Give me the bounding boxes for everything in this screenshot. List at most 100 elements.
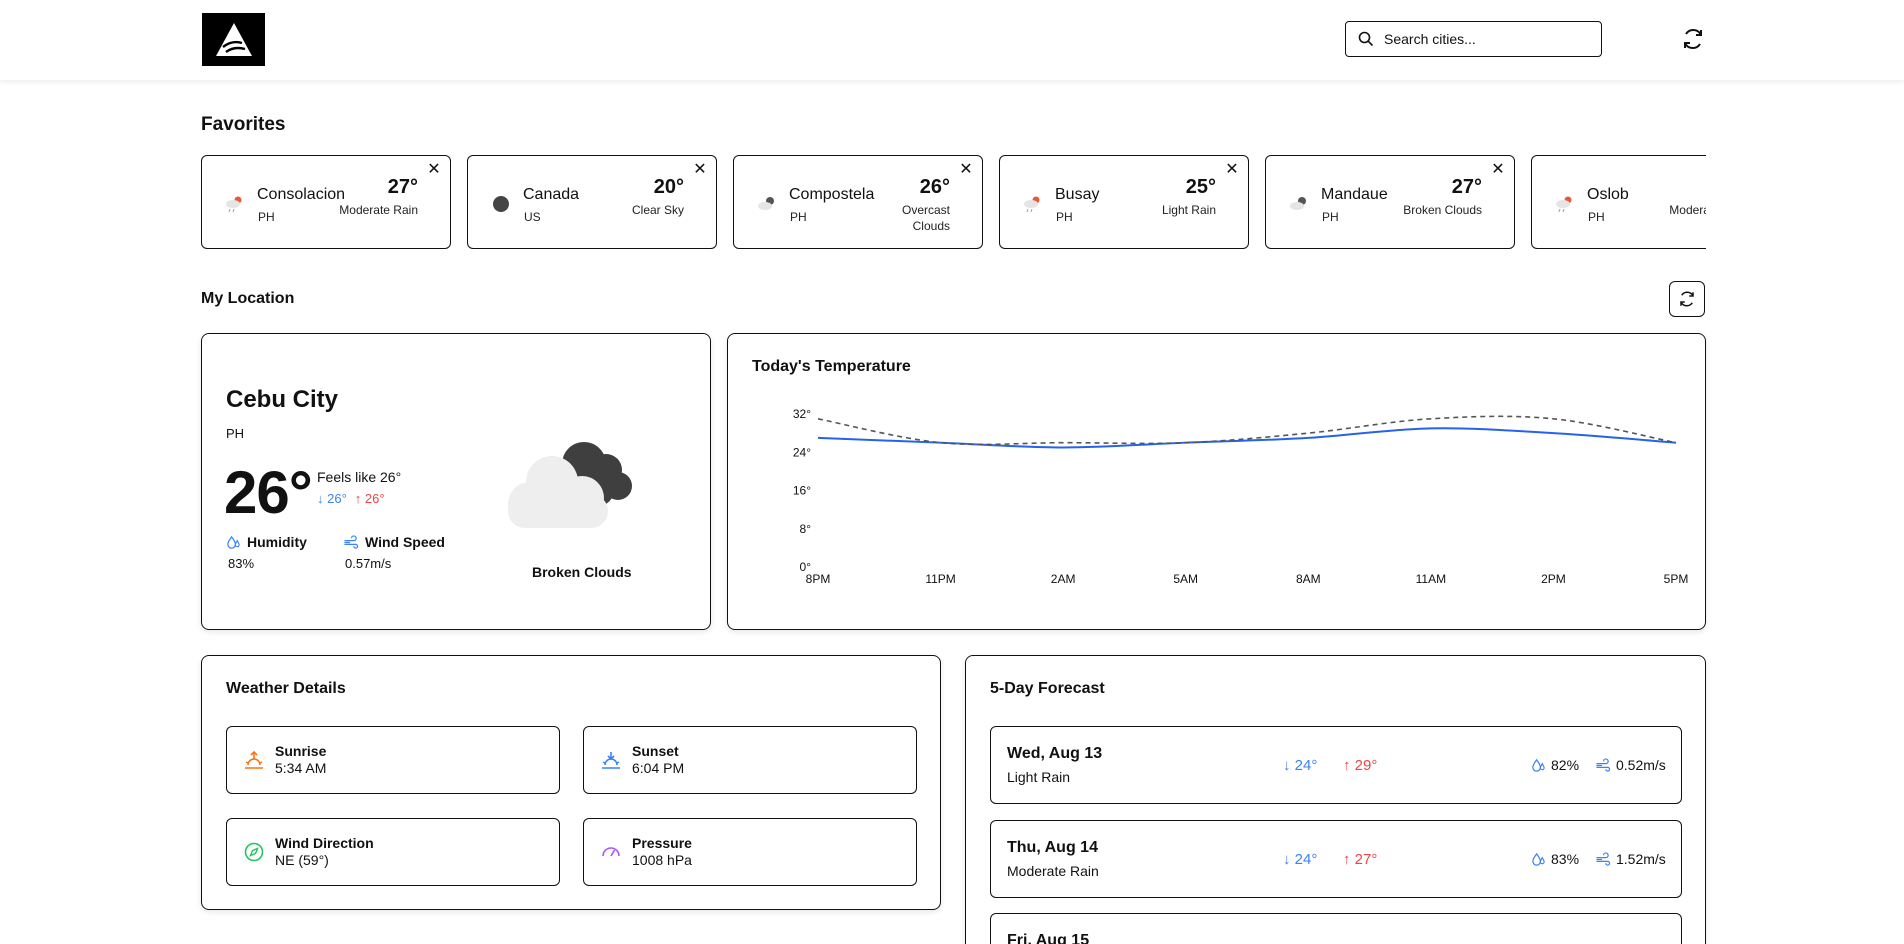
favorite-card-busay[interactable]: Busay PH 25° Light Rain ✕ [999, 155, 1249, 249]
favorite-desc: Overcast Clouds [901, 203, 950, 233]
favorite-temp: 27° [1451, 176, 1482, 198]
weather-details-title: Weather Details [226, 680, 346, 697]
x-tick-label: 8AM [1296, 572, 1321, 586]
favorite-country: PH [1322, 210, 1339, 224]
pressure-value: 1008 hPa [632, 852, 692, 868]
current-temperature: 26° [224, 459, 313, 526]
sunset-icon [602, 752, 620, 769]
wind-direction-value: NE (59°) [275, 852, 329, 868]
favorite-desc: Moderate Rain [339, 203, 418, 217]
temperature-chart-card: Today's Temperature 0° 8° 16° 24° 32° 8PM 11PM… [727, 333, 1706, 630]
sunrise-value: 5:34 AM [275, 760, 327, 776]
forecast-low: ↓ 24° [1283, 851, 1318, 868]
favorite-desc: Light Rain [1161, 203, 1216, 217]
top-bar [0, 0, 1904, 80]
clouds-icon [1290, 197, 1306, 210]
forecast-title: 5-Day Forecast [990, 680, 1105, 697]
favorite-country: PH [258, 210, 275, 224]
favorite-city: Compostela [789, 186, 875, 203]
refresh-icon [1680, 291, 1694, 307]
favorite-temp: 27° [387, 176, 418, 198]
location-refresh-button[interactable] [1669, 281, 1705, 317]
favorite-card-canada[interactable]: Canada US 20° Clear Sky ✕ [467, 155, 717, 249]
series-line-dashed [817, 415, 1677, 446]
wind-icon [1596, 851, 1611, 866]
forecast-date: Thu, Aug 14 [1007, 839, 1098, 856]
forecast-humidity: 83% [1531, 851, 1579, 867]
favorite-country: US [524, 210, 541, 224]
forecast-humidity-value: 82% [1551, 757, 1580, 773]
forecast-humidity-value: 83% [1551, 851, 1580, 867]
forecast-high: ↑ 29° [1343, 757, 1378, 774]
favorite-temp: 25° [1185, 176, 1216, 198]
rain-cloud-icon [1024, 196, 1040, 213]
min-temperature: ↓ 26° [317, 491, 347, 506]
city-name: Cebu City [226, 386, 339, 413]
x-tick-label: 2AM [1051, 572, 1076, 586]
wind-icon [344, 534, 359, 549]
humidity-icon [1532, 758, 1545, 772]
weather-details-card: Weather Details Sunrise 5:34 AM Sunset 6… [201, 655, 941, 910]
sunrise-detail: Sunrise 5:34 AM [226, 726, 560, 794]
clouds-icon [758, 197, 774, 210]
sunset-detail: Sunset 6:04 PM [583, 726, 917, 794]
humidity-stat: Humidity 83% [226, 534, 307, 571]
search-box[interactable] [1345, 21, 1602, 57]
forecast-desc: Light Rain [1007, 769, 1071, 785]
y-tick-label: 0° [800, 560, 812, 574]
series-line-solid [817, 427, 1677, 449]
y-tick-label: 32° [793, 407, 811, 421]
rain-cloud-icon [226, 196, 242, 213]
humidity-icon [227, 535, 240, 549]
favorites-list: Consolacion PH 27° Moderate Rain ✕ Canad… [201, 155, 1706, 250]
favorite-card-oslob[interactable]: Oslob PH Moderate Rain ✕ [1531, 155, 1706, 249]
pressure-label: Pressure [632, 835, 692, 851]
x-tick-label: 8PM [806, 572, 831, 586]
favorite-city: Canada [523, 186, 580, 203]
close-icon[interactable]: ✕ [1225, 161, 1239, 178]
forecast-desc: Moderate Rain [1007, 863, 1099, 879]
favorite-city: Consolacion [257, 186, 346, 203]
close-icon[interactable]: ✕ [1491, 161, 1505, 178]
app-logo[interactable] [202, 13, 265, 66]
feels-like: Feels like 26° [317, 469, 402, 485]
gauge-icon [602, 847, 620, 857]
search-icon [1358, 31, 1374, 47]
favorite-desc: Moderate Rain [1669, 203, 1706, 217]
favorite-city: Oslob [1587, 186, 1629, 203]
close-icon[interactable]: ✕ [959, 161, 973, 178]
forecast-wind: 1.52m/s [1595, 851, 1666, 867]
chart-title: Today's Temperature [752, 358, 911, 375]
refresh-button[interactable] [1680, 26, 1706, 52]
forecast-row[interactable]: Fri, Aug 15 [990, 913, 1682, 944]
forecast-humidity: 82% [1531, 757, 1579, 773]
pressure-detail: Pressure 1008 hPa [583, 818, 917, 886]
forecast-date: Fri, Aug 15 [1007, 932, 1090, 944]
sunrise-icon [245, 750, 263, 769]
sunrise-label: Sunrise [275, 743, 327, 759]
favorite-card-consolacion[interactable]: Consolacion PH 27° Moderate Rain ✕ [201, 155, 451, 249]
wind-direction-label: Wind Direction [275, 835, 374, 851]
humidity-value: 83% [228, 556, 255, 571]
close-icon[interactable]: ✕ [427, 161, 441, 178]
forecast-row[interactable]: Thu, Aug 14 Moderate Rain ↓ 24° ↑ 27° 83… [990, 820, 1682, 898]
refresh-icon [1684, 28, 1702, 50]
moon-icon [493, 196, 509, 212]
temperature-chart: 0° 8° 16° 24° 32° 8PM 11PM 2AM 5AM 8AM 11AM 2PM 5PM [793, 407, 1689, 586]
search-input[interactable] [1384, 31, 1584, 47]
forecast-date: Wed, Aug 13 [1007, 745, 1103, 762]
x-tick-label: 11AM [1416, 572, 1446, 586]
forecast-row[interactable]: Wed, Aug 13 Light Rain ↓ 24° ↑ 29° 82% 0… [990, 726, 1682, 804]
favorite-card-mandaue[interactable]: Mandaue PH 27° Broken Clouds ✕ [1265, 155, 1515, 249]
x-tick-label: 5AM [1173, 572, 1198, 586]
compass-icon [244, 842, 264, 862]
favorite-desc: Broken Clouds [1403, 203, 1482, 217]
wind-speed-label: Wind Speed [365, 534, 445, 550]
sunset-label: Sunset [632, 743, 679, 759]
favorite-card-compostela[interactable]: Compostela PH 26° Overcast Clouds ✕ [733, 155, 983, 249]
weather-condition: Broken Clouds [532, 564, 632, 580]
favorite-temp: 20° [653, 176, 684, 198]
forecast-wind-value: 0.52m/s [1616, 757, 1666, 773]
close-icon[interactable]: ✕ [693, 161, 707, 178]
wind-direction-detail: Wind Direction NE (59°) [226, 818, 560, 886]
